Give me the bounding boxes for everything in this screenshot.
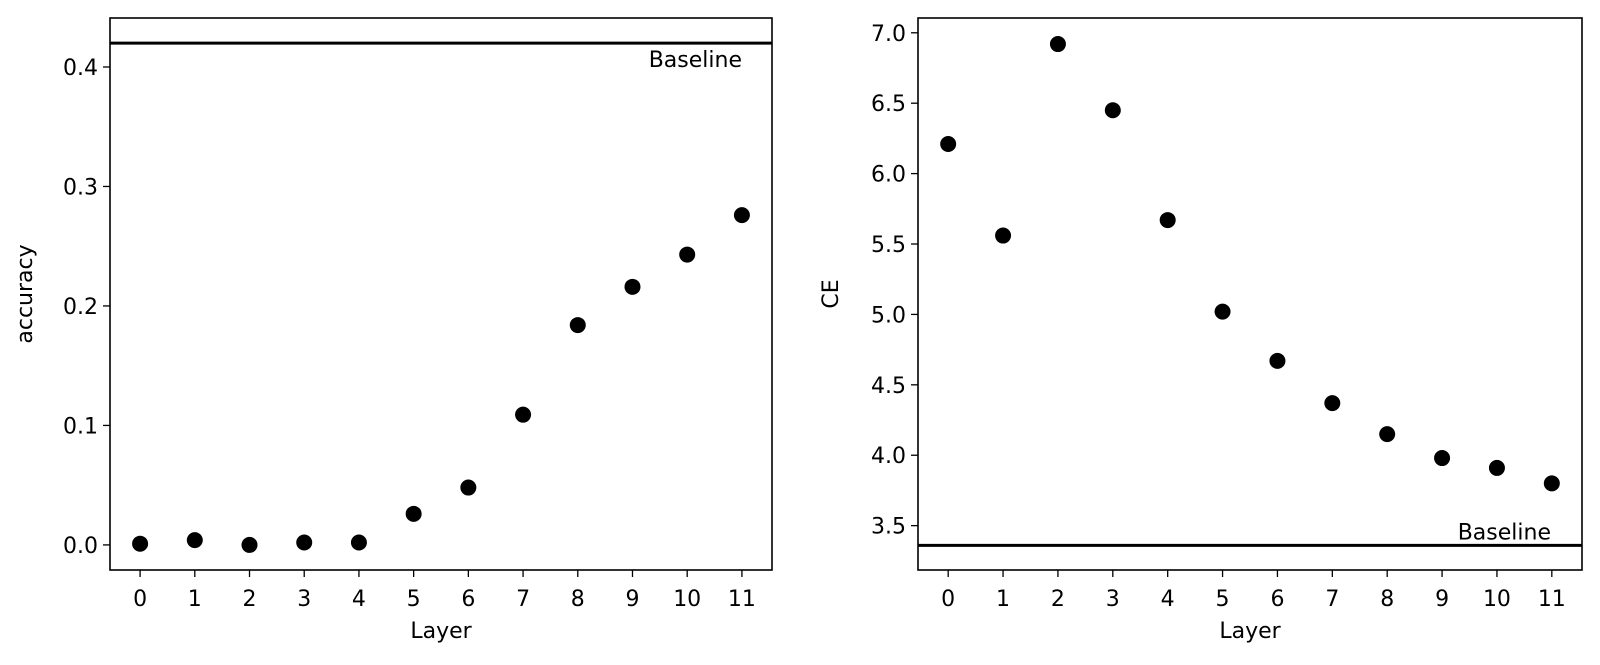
y-tick-label: 7.0 [871, 22, 906, 47]
x-tick-label: 9 [625, 587, 639, 612]
y-tick-label: 0.4 [63, 56, 98, 81]
data-point [1379, 426, 1396, 443]
data-point [1159, 212, 1176, 229]
x-tick-label: 1 [188, 587, 202, 612]
y-tick-label: 6.5 [871, 92, 906, 117]
data-point [995, 227, 1012, 244]
x-tick-label: 2 [1051, 587, 1065, 612]
y-tick-label: 6.0 [871, 163, 906, 188]
data-point [1488, 459, 1505, 476]
data-point [515, 406, 532, 423]
x-axis-label: Layer [410, 619, 472, 644]
x-tick-label: 10 [673, 587, 701, 612]
data-point [1049, 36, 1066, 53]
x-tick-label: 1 [996, 587, 1010, 612]
ce-panel: 0 1 2 3 4 5 6 7 8 9 10 11 3.5 4.0 4.5 5.0 5.5 6.0 6.5 7.0 La… [819, 17, 1583, 644]
x-axis-label: Layer [1219, 619, 1281, 644]
x-tick-label: 10 [1483, 587, 1511, 612]
y-tick-label: 0.2 [63, 295, 98, 320]
x-tick-label: 8 [571, 587, 585, 612]
data-point [186, 532, 203, 549]
y-tick-label: 0.3 [63, 175, 98, 200]
x-tick-label: 6 [1270, 587, 1284, 612]
x-tick-label: 3 [1106, 587, 1120, 612]
data-point [624, 278, 641, 295]
y-tick-label: 5.5 [871, 233, 906, 258]
x-tick-label: 9 [1435, 587, 1449, 612]
data-point [733, 207, 750, 224]
x-tick-label: 8 [1380, 587, 1394, 612]
y-tick-label: 4.5 [871, 374, 906, 399]
y-tick-label: 5.0 [871, 303, 906, 328]
x-tick-label: 7 [1325, 587, 1339, 612]
data-point [679, 246, 696, 263]
x-tick-label: 0 [133, 587, 147, 612]
baseline-label: Baseline [649, 48, 742, 73]
data-point [940, 136, 957, 153]
y-tick-label: 0.0 [63, 534, 98, 559]
x-tick-label: 0 [941, 587, 955, 612]
data-point [1269, 352, 1286, 369]
y-axis-label: CE [819, 279, 844, 308]
data-point [460, 479, 477, 496]
x-tick-label: 7 [516, 587, 530, 612]
x-tick-label: 11 [1538, 587, 1566, 612]
accuracy-panel: 0 1 2 3 4 5 6 7 8 9 10 11 0.0 0.1 0.2 0.3 0.4 Layer accura… [13, 17, 773, 644]
data-point [1214, 303, 1231, 320]
data-point [241, 536, 258, 553]
x-tick-label: 5 [1216, 587, 1230, 612]
y-tick-label: 0.1 [63, 414, 98, 439]
x-tick-label: 4 [352, 587, 366, 612]
x-tick-label: 2 [243, 587, 257, 612]
data-point [1324, 395, 1341, 412]
data-point [405, 505, 422, 522]
x-tick-label: 11 [728, 587, 756, 612]
data-point [569, 317, 586, 334]
y-tick-label: 3.5 [871, 515, 906, 540]
x-tick-label: 6 [461, 587, 475, 612]
data-point [1104, 102, 1121, 119]
data-point [1434, 450, 1451, 467]
data-point [132, 535, 149, 552]
x-tick-label: 4 [1161, 587, 1175, 612]
baseline-label: Baseline [1458, 520, 1551, 545]
x-tick-label: 5 [407, 587, 421, 612]
data-point [1543, 475, 1560, 492]
y-tick-label: 4.0 [871, 444, 906, 469]
x-tick-label: 3 [297, 587, 311, 612]
data-point [350, 534, 367, 551]
axes-frame [917, 17, 1583, 571]
data-point [296, 534, 313, 551]
axes-frame [109, 17, 773, 571]
y-axis-label: accuracy [13, 244, 38, 343]
